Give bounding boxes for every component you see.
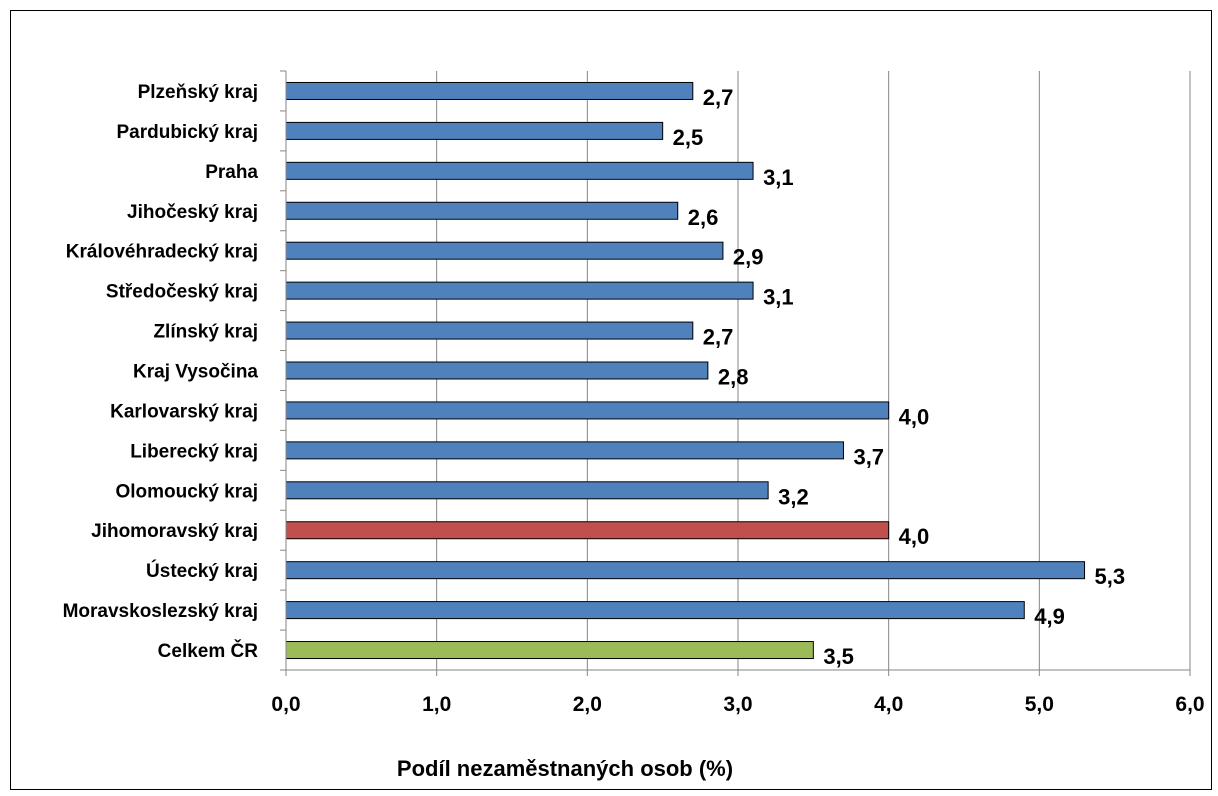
data-label: 2,7 bbox=[703, 325, 734, 350]
labels: 0,0 1,0 2,0 3,0 4,0 5,0 6,0 Plzeňský kraj 2,7 Par… bbox=[63, 82, 1205, 716]
category-label: Praha bbox=[205, 162, 258, 183]
x-tick-label: 5,0 bbox=[1025, 693, 1054, 716]
x-tick-label: 6,0 bbox=[1175, 693, 1204, 716]
category-label: Královéhradecký kraj bbox=[66, 242, 258, 263]
bar bbox=[285, 481, 769, 500]
bar bbox=[285, 241, 724, 260]
x-tick-label: 0,0 bbox=[271, 693, 300, 716]
bar bbox=[285, 81, 694, 100]
data-label: 4,0 bbox=[899, 404, 930, 429]
data-label: 2,9 bbox=[733, 245, 764, 270]
data-label: 4,0 bbox=[899, 524, 930, 549]
data-label: 2,6 bbox=[688, 205, 719, 230]
data-label: 2,5 bbox=[673, 125, 704, 150]
category-label: Kraj Vysočina bbox=[133, 362, 258, 383]
bar bbox=[285, 521, 890, 540]
data-label: 3,7 bbox=[853, 444, 884, 469]
bar bbox=[285, 601, 1025, 620]
category-label: Karlovarský kraj bbox=[110, 401, 258, 422]
chart-frame: 0,0 1,0 2,0 3,0 4,0 5,0 6,0 Plzeňský kraj 2,7 Par… bbox=[10, 10, 1212, 790]
data-label: 5,3 bbox=[1095, 564, 1126, 589]
bars bbox=[285, 81, 1086, 660]
category-label: Celkem ČR bbox=[158, 640, 259, 662]
bar-chart: 0,0 1,0 2,0 3,0 4,0 5,0 6,0 Plzeňský kraj 2,7 Par… bbox=[63, 70, 1205, 781]
bar bbox=[285, 441, 844, 460]
data-label: 4,9 bbox=[1034, 604, 1065, 629]
category-label: Moravskoslezský kraj bbox=[63, 601, 258, 622]
bar bbox=[285, 121, 664, 140]
data-label: 3,1 bbox=[763, 285, 794, 310]
data-label: 2,7 bbox=[703, 85, 734, 110]
data-label: 3,5 bbox=[823, 644, 854, 669]
data-label: 2,8 bbox=[718, 365, 749, 390]
data-label: 3,1 bbox=[763, 165, 794, 190]
x-tick-label: 4,0 bbox=[874, 693, 903, 716]
bar bbox=[285, 321, 694, 340]
category-label: Pardubický kraj bbox=[116, 122, 258, 143]
category-label: Ústecký kraj bbox=[146, 560, 258, 582]
category-label: Olomoucký kraj bbox=[115, 481, 258, 502]
bar bbox=[285, 361, 709, 380]
category-label: Zlínský kraj bbox=[153, 322, 258, 343]
bar bbox=[285, 401, 890, 420]
data-label: 3,2 bbox=[778, 484, 809, 509]
x-axis-title: Podíl nezaměstnaných osob (%) bbox=[397, 756, 733, 781]
bar bbox=[285, 161, 754, 180]
x-tick-label: 2,0 bbox=[573, 693, 602, 716]
category-label: Jihočeský kraj bbox=[127, 202, 258, 223]
category-label: Jihomoravský kraj bbox=[91, 521, 258, 542]
category-label: Středočeský kraj bbox=[106, 282, 258, 303]
category-label: Plzeňský kraj bbox=[138, 82, 258, 103]
bar bbox=[285, 641, 814, 660]
bar bbox=[285, 561, 1086, 580]
category-label: Liberecký kraj bbox=[130, 441, 258, 462]
x-tick-label: 3,0 bbox=[723, 693, 752, 716]
bar bbox=[285, 281, 754, 300]
x-tick-label: 1,0 bbox=[422, 693, 451, 716]
bar bbox=[285, 201, 679, 220]
axes bbox=[280, 70, 1191, 676]
